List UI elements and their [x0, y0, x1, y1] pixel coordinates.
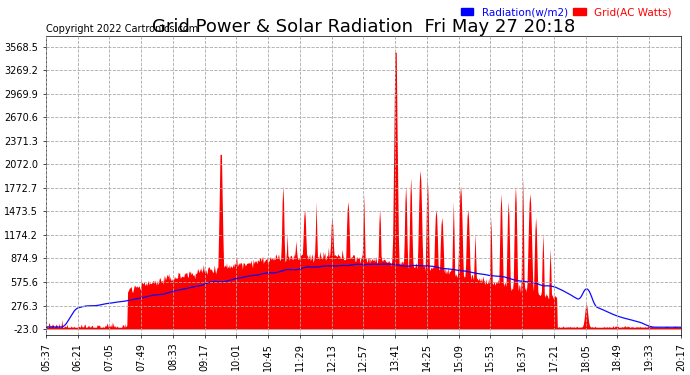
Text: Copyright 2022 Cartronics.com: Copyright 2022 Cartronics.com — [46, 24, 198, 33]
Legend: Radiation(w/m2), Grid(AC Watts): Radiation(w/m2), Grid(AC Watts) — [457, 3, 676, 21]
Title: Grid Power & Solar Radiation  Fri May 27 20:18: Grid Power & Solar Radiation Fri May 27 … — [152, 18, 575, 36]
